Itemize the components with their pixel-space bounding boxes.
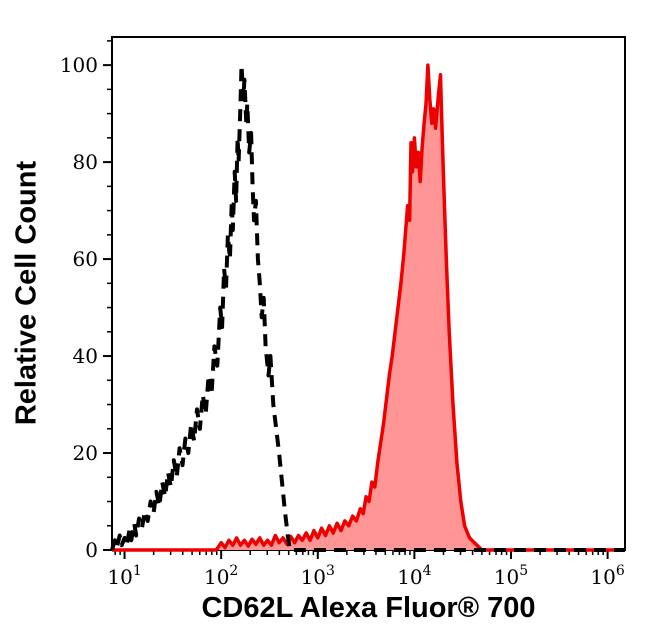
x-axis-title: CD62L Alexa Fluor® 700 bbox=[201, 592, 536, 624]
y-tick-label: 60 bbox=[73, 247, 98, 271]
y-tick-label: 80 bbox=[73, 150, 98, 174]
x-tick-label: 106 bbox=[590, 563, 624, 589]
y-tick-label: 100 bbox=[60, 53, 98, 77]
y-tick-label: 0 bbox=[85, 538, 98, 562]
y-tick-label: 40 bbox=[73, 344, 98, 368]
red-filled-histogram-curve bbox=[112, 63, 625, 552]
black-dashed-histogram-curve bbox=[110, 63, 625, 552]
y-axis-title: Relative Cell Count bbox=[10, 160, 43, 426]
x-tick-label: 104 bbox=[397, 563, 431, 589]
x-tick-label: 101 bbox=[107, 563, 141, 589]
plot-frame bbox=[111, 36, 626, 551]
x-tick-label: 105 bbox=[494, 563, 528, 589]
x-tick-label: 102 bbox=[204, 563, 238, 589]
y-tick-label: 20 bbox=[73, 441, 98, 465]
x-tick-label: 103 bbox=[301, 563, 335, 589]
